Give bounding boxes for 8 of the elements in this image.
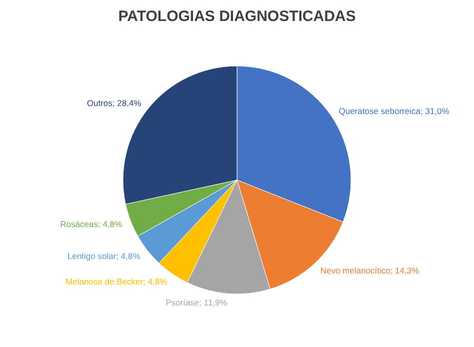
slice-label: Outros; 28,4% [86,98,142,108]
slice-label: Rosáceas; 4,8% [60,218,123,229]
slice-label: Lentigo solar; 4,8% [68,250,141,261]
chart-title: PATOLOGIAS DIAGNOSTICADAS [118,8,356,25]
slice-label: Nevo melanocítico; 14,3% [320,265,420,276]
slice-label: Psoríase; 11,9% [166,298,228,308]
slice-label: Melanose de Becker; 4,8% [66,276,168,286]
slice-label: Queratose seborreica; 31,0% [338,106,450,116]
